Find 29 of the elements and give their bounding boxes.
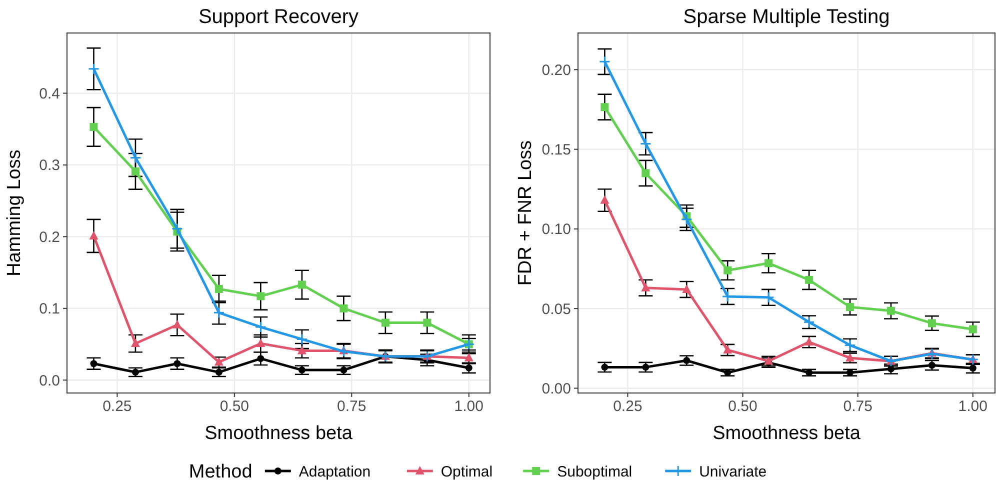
y-tick-label: 0.1 [39, 300, 60, 318]
x-tick-label: 0.25 [102, 398, 132, 415]
legend-label: Optimal [440, 463, 493, 480]
y-tick-label: 0.3 [39, 157, 60, 174]
y-tick-label: 0.4 [39, 85, 60, 102]
y-tick-label: 0.0 [39, 372, 60, 390]
y-tick-label: 0.15 [542, 142, 571, 159]
x-tick-label: 0.75 [843, 398, 872, 415]
chart-title: Support Recovery [198, 6, 359, 28]
y-tick-label: 0.10 [542, 221, 571, 238]
x-tick-label: 0.25 [613, 398, 642, 415]
x-tick-label: 1.00 [958, 398, 988, 415]
legend-title: Method [188, 462, 252, 483]
y-tick-label: 0.05 [542, 300, 571, 318]
x-axis-title: Smoothness beta [204, 423, 353, 444]
x-tick-label: 1.00 [454, 398, 484, 415]
y-axis-title: Hamming Loss [4, 150, 25, 276]
x-axis-title: Smoothness beta [712, 423, 861, 444]
legend-label: Univariate [699, 463, 767, 480]
chart-title: Sparse Multiple Testing [683, 6, 890, 28]
y-tick-label: 0.2 [39, 228, 60, 246]
y-axis-title: FDR + FNR Loss [515, 140, 536, 286]
y-tick-label: 0.20 [542, 62, 571, 79]
legend-label: Adaptation [298, 463, 371, 480]
x-tick-label: 0.50 [220, 398, 250, 415]
legend-label: Suboptimal [557, 463, 632, 480]
y-tick-label: 0.00 [542, 380, 571, 398]
x-tick-label: 0.50 [728, 398, 758, 415]
x-tick-label: 0.75 [337, 398, 366, 415]
